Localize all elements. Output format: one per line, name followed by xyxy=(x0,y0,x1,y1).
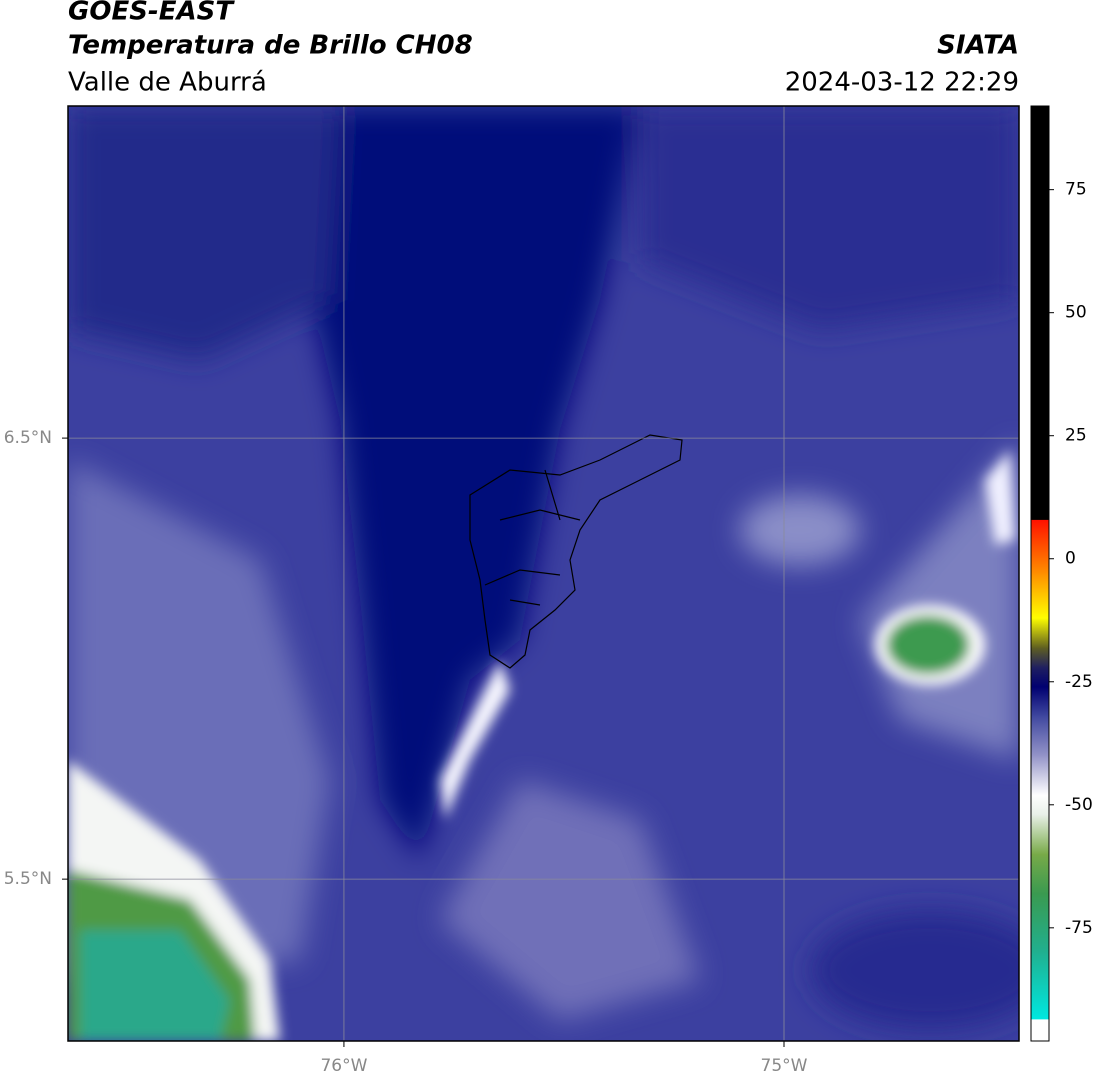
colorbar-tick-label: 50 xyxy=(1065,303,1087,323)
colorbar-tick-label: 25 xyxy=(1065,426,1087,446)
colorbar-segment xyxy=(1031,814,1049,855)
colorbar-segment xyxy=(1031,893,1049,953)
colorbar-tick-label: -50 xyxy=(1065,795,1093,815)
title: GOES-EAST xyxy=(68,0,235,27)
colorbar-segment xyxy=(1031,755,1049,796)
colorbar-segment xyxy=(1031,647,1049,668)
source: SIATA xyxy=(937,31,1019,61)
colorbar-tick-label: -25 xyxy=(1065,672,1093,692)
colorbar-segment xyxy=(1031,952,1049,1020)
colorbar-segment xyxy=(1031,667,1049,688)
valley-outline xyxy=(469,434,683,669)
colorbar xyxy=(1031,106,1049,1042)
colorbar-segment xyxy=(1031,573,1049,619)
y-tick-label: 5.5°N xyxy=(4,869,52,889)
colorbar-tick-label: 75 xyxy=(1065,180,1087,200)
colorbar-tick-label: 0 xyxy=(1065,549,1076,569)
colorbar-segment xyxy=(1031,617,1049,648)
colorbar-frame xyxy=(1030,105,1050,1042)
colorbar-segment xyxy=(1031,794,1049,816)
subtitle: Temperatura de Brillo CH08 xyxy=(68,31,473,61)
region: Valle de Aburrá xyxy=(68,68,267,98)
satellite-image xyxy=(68,106,1019,1041)
colorbar-segment xyxy=(1031,854,1049,894)
x-tick-label: 76°W xyxy=(320,1056,367,1076)
y-tick-label: 6.5°N xyxy=(4,428,52,448)
colorbar-segment xyxy=(1031,519,1049,574)
timestamp: 2024-03-12 22:29 xyxy=(785,68,1019,98)
grid xyxy=(68,106,1019,1041)
colorbar-segment xyxy=(1031,686,1049,717)
colorbar-tick-label: -75 xyxy=(1065,918,1093,938)
colorbar-segment xyxy=(1031,106,1049,520)
colorbar-segment xyxy=(1031,1018,1049,1042)
map-frame xyxy=(67,105,1020,1042)
x-tick-label: 75°W xyxy=(761,1056,808,1076)
colorbar-segment xyxy=(1031,716,1049,757)
